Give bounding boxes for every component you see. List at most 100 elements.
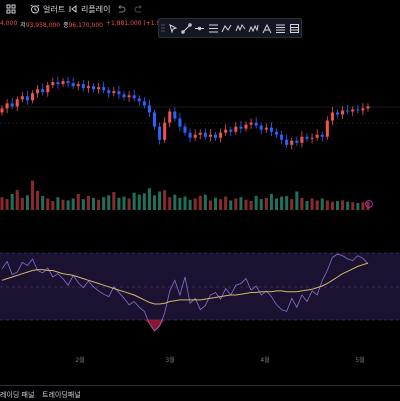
volume-bar bbox=[219, 199, 223, 210]
volume-bar bbox=[102, 197, 106, 210]
candle-body bbox=[249, 122, 253, 125]
tab-trading-panel-2[interactable]: 트레이딩패널 bbox=[42, 391, 81, 399]
zigzag-pattern-icon[interactable] bbox=[247, 19, 260, 37]
candle-body bbox=[132, 95, 136, 99]
replay-label: 리플레이 bbox=[81, 4, 111, 14]
volume-bar bbox=[259, 199, 263, 210]
pitchfork-icon[interactable] bbox=[220, 19, 233, 37]
oscillator-line bbox=[1, 253, 369, 332]
volume-bar bbox=[127, 198, 131, 210]
candle-body bbox=[198, 132, 202, 135]
levels-icon[interactable] bbox=[288, 19, 301, 37]
volume-bar bbox=[158, 191, 162, 210]
volume-bar bbox=[208, 200, 212, 210]
horizontal-line-icon[interactable] bbox=[193, 19, 206, 37]
candle-body bbox=[330, 112, 334, 121]
close-group: 종96,170,000 bbox=[63, 20, 103, 32]
ohlc-legend: 4,000 저93,958,000 종96,170,000 +1,881,000… bbox=[0, 20, 172, 32]
volume-bar bbox=[239, 197, 243, 210]
volume-bar bbox=[330, 201, 334, 210]
candle-body bbox=[91, 86, 96, 90]
volume-bar bbox=[0, 197, 4, 210]
candle-body bbox=[66, 81, 70, 84]
close-label: 종 bbox=[63, 22, 69, 29]
volume-bar bbox=[229, 200, 233, 210]
candle-body bbox=[239, 126, 243, 129]
bottom-panel-tabs: 레이딩 패널 트레이딩패널 bbox=[0, 385, 400, 401]
time-axis-label: 5월 bbox=[355, 356, 364, 364]
volume-bar bbox=[178, 197, 182, 210]
candle-body bbox=[224, 129, 228, 133]
volume-bar bbox=[315, 200, 319, 210]
candle-body bbox=[213, 134, 218, 138]
volume-bar bbox=[224, 196, 228, 210]
volume-bar bbox=[244, 199, 248, 210]
volume-bar bbox=[51, 201, 55, 210]
volume-bar bbox=[71, 198, 75, 210]
candle-body bbox=[0, 108, 4, 113]
volume-bar bbox=[163, 190, 167, 210]
volume-bar bbox=[183, 196, 187, 210]
candle-body bbox=[107, 90, 111, 94]
candle-body bbox=[264, 127, 268, 130]
candle-body bbox=[310, 137, 314, 139]
undo-icon[interactable] bbox=[116, 2, 126, 16]
candle-body bbox=[290, 140, 294, 145]
candle-body bbox=[158, 126, 162, 140]
channel-icon[interactable] bbox=[207, 19, 220, 37]
volume-bar bbox=[188, 199, 192, 210]
long-position-icon[interactable] bbox=[261, 19, 274, 37]
alerts-button[interactable]: 얼러트 bbox=[30, 2, 65, 16]
candle-body bbox=[41, 89, 45, 93]
volume-bar bbox=[305, 201, 309, 210]
volume-target-icon[interactable] bbox=[365, 200, 373, 208]
volume-bar bbox=[193, 198, 197, 210]
candle-body bbox=[51, 82, 55, 86]
time-axis-label: 3월 bbox=[165, 356, 174, 364]
volume-bar bbox=[61, 199, 65, 210]
volume-bar bbox=[168, 197, 172, 210]
wave-pattern-icon[interactable] bbox=[234, 19, 247, 37]
candle-body bbox=[183, 126, 187, 133]
low-group: 저93,958,000 bbox=[20, 20, 60, 32]
candle-body bbox=[346, 110, 350, 112]
replay-icon bbox=[68, 4, 78, 14]
candle-body bbox=[152, 112, 157, 127]
volume-bar bbox=[310, 198, 314, 210]
trend-line-icon[interactable] bbox=[180, 19, 193, 37]
candle-body bbox=[335, 112, 340, 115]
candle-body bbox=[234, 126, 238, 132]
candle-body bbox=[137, 98, 141, 102]
volume-bar bbox=[203, 194, 207, 210]
candle-body bbox=[325, 120, 329, 137]
candle-body bbox=[30, 93, 35, 101]
cursor-icon[interactable] bbox=[166, 19, 179, 37]
candle-body bbox=[36, 89, 40, 94]
candle-body bbox=[285, 139, 289, 145]
candle-body bbox=[122, 94, 126, 98]
tab-trading-panel-1[interactable]: 레이딩 패널 bbox=[0, 391, 35, 399]
volume-bar bbox=[335, 201, 340, 210]
candle-body bbox=[117, 91, 121, 95]
volume-bar bbox=[36, 190, 40, 210]
candle-body bbox=[71, 83, 75, 87]
volume-bar bbox=[320, 198, 324, 210]
alerts-label: 얼러트 bbox=[43, 4, 66, 14]
candle-body bbox=[203, 132, 207, 137]
fib-icon[interactable] bbox=[274, 19, 287, 37]
volume-bar bbox=[117, 197, 121, 210]
drag-handle-icon[interactable] bbox=[159, 19, 166, 37]
volume-bar bbox=[30, 180, 35, 210]
grid-icon[interactable] bbox=[6, 2, 16, 16]
volume-bar bbox=[46, 198, 50, 210]
volume-bar bbox=[356, 202, 360, 210]
replay-button[interactable]: 리플레이 bbox=[68, 2, 110, 16]
candle-body bbox=[142, 101, 146, 106]
oversold-area bbox=[144, 319, 165, 331]
candle-body bbox=[188, 132, 192, 138]
redo-icon[interactable] bbox=[134, 2, 144, 16]
candle-body bbox=[46, 85, 50, 93]
candle-body bbox=[259, 125, 263, 130]
candle-body bbox=[178, 118, 182, 127]
